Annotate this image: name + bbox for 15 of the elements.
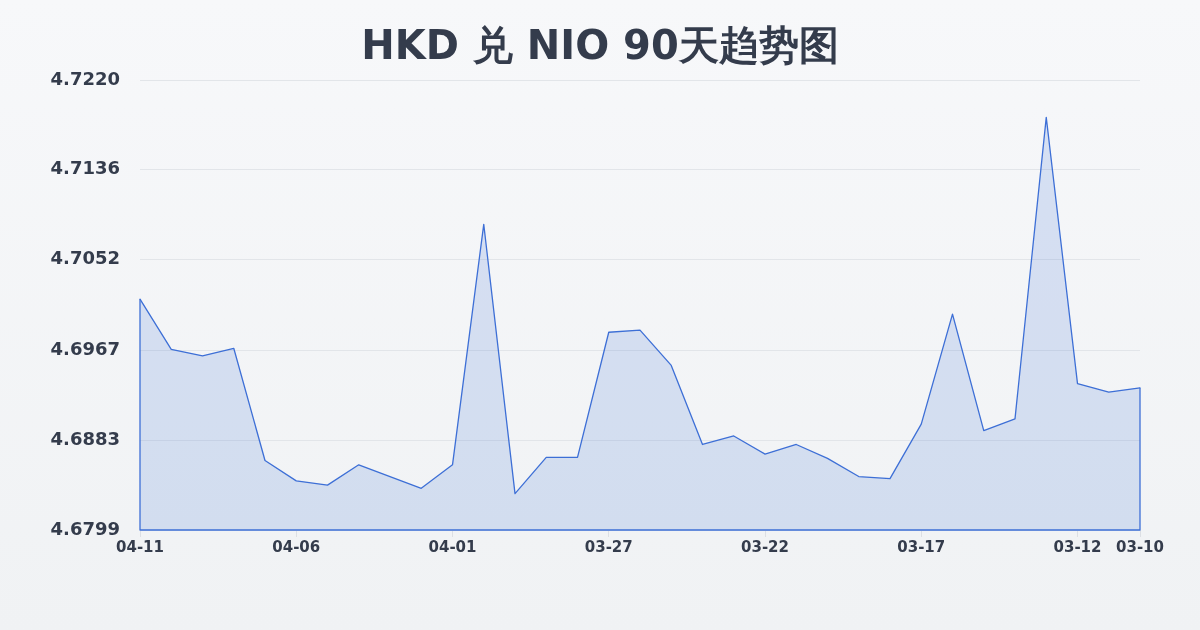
x-tick-label: 04-01 [428, 537, 477, 556]
x-tick-label: 03-22 [741, 537, 789, 556]
x-tick-label: 03-12 [1053, 537, 1102, 556]
x-tick-label: 03-17 [897, 537, 946, 556]
x-tick-label: 03-10 [1116, 537, 1164, 556]
x-tick-label: 03-27 [584, 537, 633, 556]
chart-title: HKD 兑 NIO 90天趋势图 [361, 22, 839, 68]
x-tick-label: 04-06 [272, 537, 321, 556]
y-tick-label: 4.7136 [50, 157, 120, 179]
y-tick-label: 4.7220 [50, 67, 120, 89]
y-tick-label: 4.6883 [50, 427, 120, 449]
y-tick-label: 4.7052 [50, 247, 120, 269]
y-tick-label: 4.6967 [50, 338, 120, 360]
y-tick-label: 4.6799 [50, 517, 120, 539]
x-tick-label: 04-11 [116, 537, 164, 556]
